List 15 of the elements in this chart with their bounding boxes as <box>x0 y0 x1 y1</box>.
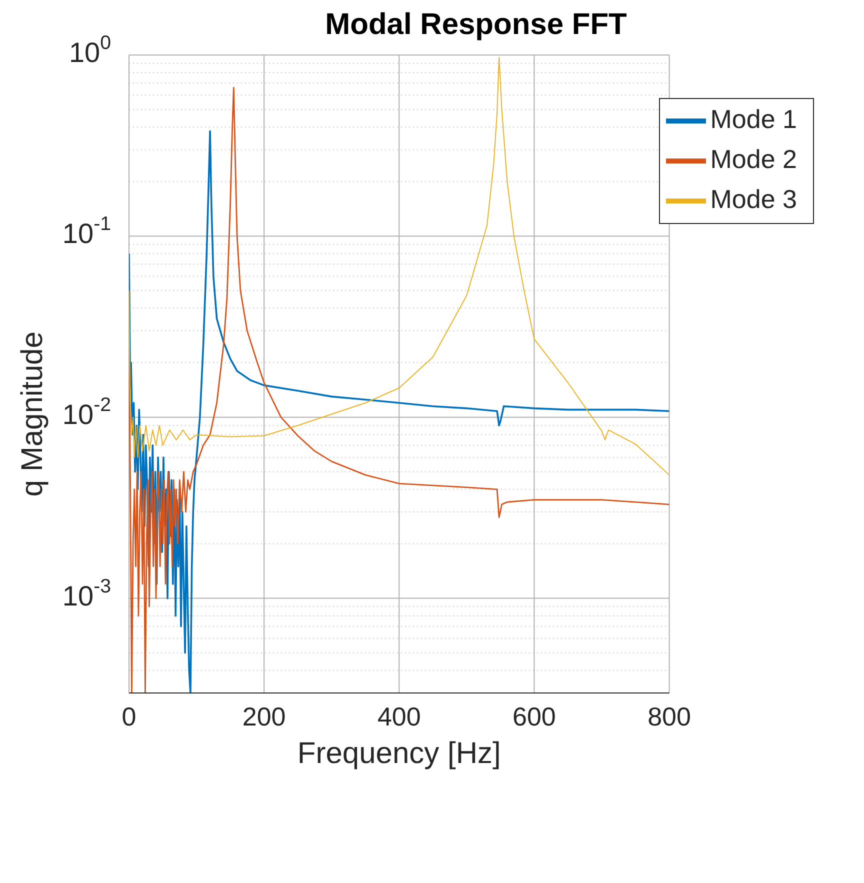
x-tick-label: 0 <box>122 701 136 732</box>
legend-label: Mode 1 <box>710 104 797 134</box>
y-tick-label: 10$^{0}$ <box>68 32 112 68</box>
x-tick-label: 400 <box>377 701 421 732</box>
chart-title: Modal Response FFT <box>324 8 628 42</box>
x-axis-title: Frequency [Hz] <box>297 737 501 770</box>
y-tick-label: 10$^{-1}$ <box>62 213 111 250</box>
legend-label: Mode 2 <box>710 144 797 174</box>
y-tick-label: 10$^{-3}$ <box>62 575 112 612</box>
y-tick-label: 10$^{-2}$ <box>62 394 111 431</box>
y-axis-title: q Magnitude <box>16 331 50 497</box>
legend-label: Mode 3 <box>710 184 797 214</box>
x-tick-label: 600 <box>512 701 556 732</box>
x-tick-label: 200 <box>242 701 286 732</box>
x-tick-label: 800 <box>648 701 691 732</box>
